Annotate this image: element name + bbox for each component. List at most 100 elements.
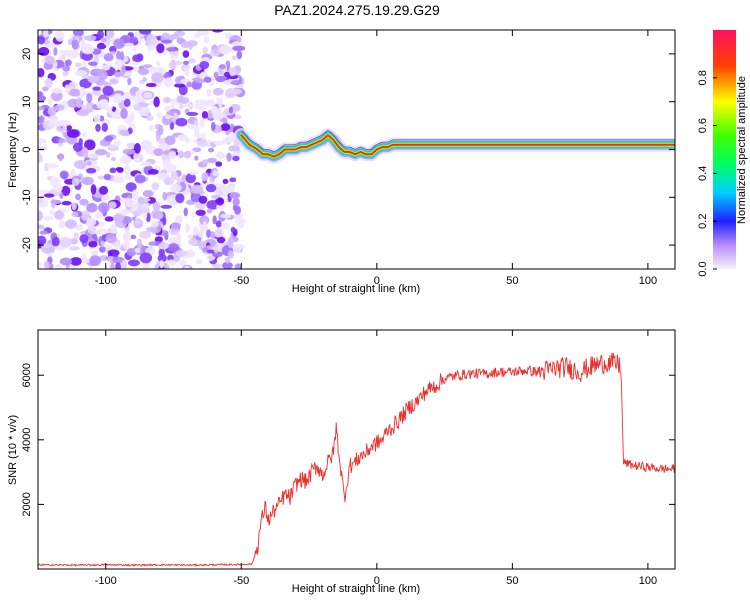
spectrogram-noise [38, 30, 246, 269]
noise-blob [59, 170, 69, 180]
noise-blob [49, 209, 56, 216]
noise-blob [105, 151, 111, 158]
noise-blob [206, 88, 212, 97]
noise-blob [219, 45, 231, 55]
noise-blob [38, 261, 43, 268]
noise-blob [120, 154, 132, 165]
noise-blob [154, 236, 163, 243]
noise-blob [207, 147, 215, 153]
noise-blob [125, 182, 137, 192]
noise-blob [228, 106, 234, 114]
noise-blob [143, 92, 153, 99]
noise-blob [119, 129, 130, 136]
noise-blob [62, 65, 71, 72]
snr-y-axis-label: SNR (10 * v/v) [7, 415, 19, 485]
noise-blob [222, 178, 229, 185]
noise-blob [228, 88, 242, 95]
noise-blob [159, 260, 165, 269]
spectrogram-y-tick-label: 20 [21, 48, 33, 60]
noise-blob [176, 176, 181, 185]
noise-blob [114, 71, 121, 78]
noise-blob [187, 234, 194, 239]
noise-blob [58, 119, 71, 127]
noise-blob [147, 168, 159, 175]
noise-blob [109, 224, 117, 235]
noise-blob [71, 201, 77, 211]
noise-blob [139, 252, 153, 264]
noise-blob [142, 77, 148, 82]
noise-blob [67, 39, 73, 46]
noise-blob [215, 153, 229, 159]
noise-blob [79, 198, 89, 206]
noise-blob [165, 114, 171, 120]
noise-blob [202, 46, 208, 55]
noise-blob [211, 194, 220, 199]
noise-blob [86, 161, 92, 166]
noise-blob [114, 59, 124, 69]
noise-blob [195, 209, 206, 216]
noise-blob [222, 261, 233, 269]
noise-blob [211, 30, 224, 33]
spectrogram-x-tick-label: 100 [639, 275, 657, 287]
noise-blob [98, 81, 112, 87]
noise-blob [202, 159, 209, 166]
snr-y-tick-label: 6000 [21, 363, 33, 387]
colorbar-label: Normalized spectral amplitude [736, 76, 748, 224]
noise-blob [160, 204, 173, 209]
noise-blob [38, 106, 45, 111]
noise-blob [163, 177, 175, 186]
snr-x-tick-label: 100 [639, 575, 657, 587]
noise-blob [216, 197, 225, 206]
noise-blob [162, 97, 172, 104]
noise-blob [86, 167, 97, 174]
noise-blob [45, 163, 59, 169]
noise-blob [185, 223, 191, 233]
noise-blob [80, 39, 86, 51]
noise-blob [201, 111, 208, 119]
noise-blob [148, 66, 158, 74]
noise-blob [112, 93, 123, 104]
noise-blob [86, 153, 100, 159]
noise-blob [125, 202, 135, 208]
colorbar-tick-label: 0.4 [697, 166, 709, 181]
noise-blob [61, 201, 72, 206]
noise-blob [154, 212, 163, 220]
noise-blob [219, 64, 226, 70]
noise-blob [184, 108, 190, 114]
noise-blob [210, 121, 216, 131]
noise-blob [156, 112, 163, 119]
noise-blob [170, 98, 176, 109]
noise-blob [162, 216, 167, 226]
noise-blob [236, 50, 243, 60]
noise-blob [169, 121, 175, 131]
noise-blob [185, 173, 197, 184]
snr-y-tick-label: 2000 [21, 492, 33, 516]
noise-blob [156, 43, 165, 54]
snr-panel: -100 -50 0 50 100 2000 4000 6000 Height of stra… [7, 329, 676, 595]
noise-blob [108, 45, 117, 53]
noise-blob [38, 110, 42, 117]
noise-blob [107, 249, 120, 257]
noise-blob [76, 109, 90, 117]
noise-blob [173, 83, 186, 88]
noise-blob [183, 103, 195, 108]
noise-blob [142, 261, 150, 269]
noise-blob [124, 42, 135, 47]
noise-blob [177, 134, 188, 141]
noise-blob [203, 36, 210, 44]
noise-blob [113, 38, 126, 49]
noise-blob [102, 64, 111, 71]
noise-blob [120, 259, 128, 269]
spectrogram-y-axis-label: Frequency (Hz) [7, 112, 19, 188]
noise-blob [75, 193, 81, 201]
noise-blob [162, 191, 168, 201]
noise-blob [38, 224, 45, 230]
noise-blob [215, 203, 225, 210]
noise-blob [237, 220, 245, 229]
noise-blob [225, 135, 235, 143]
noise-blob [220, 213, 232, 219]
noise-blob [44, 43, 57, 48]
noise-blob [38, 114, 45, 125]
colorbar-gradient [713, 30, 736, 269]
